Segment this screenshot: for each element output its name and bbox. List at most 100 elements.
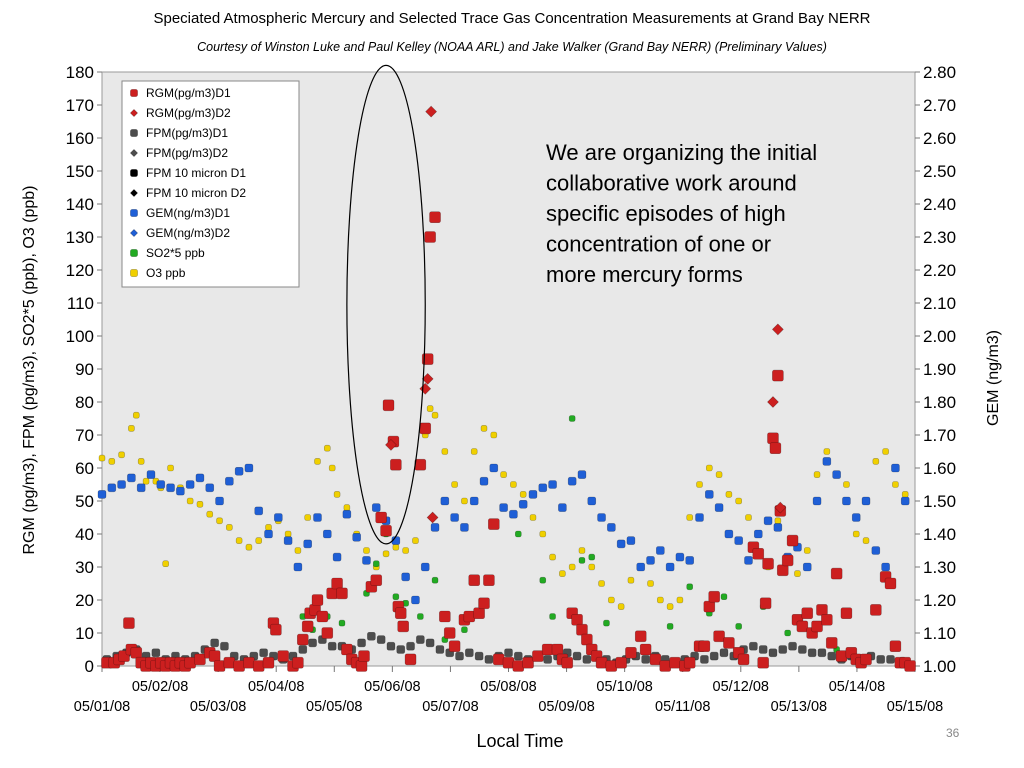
- point-so2-5-ppb: [735, 623, 742, 630]
- annotation-line: We are organizing the initial: [546, 140, 817, 165]
- point-fpm-pg-m3-d1: [876, 655, 886, 664]
- legend-marker: [130, 169, 138, 177]
- page-number: 36: [946, 726, 960, 740]
- point-rgm-pg-m3-d1: [816, 604, 828, 616]
- legend-label: GEM(ng/m3)D1: [146, 206, 230, 220]
- point-fpm-pg-m3-d1: [778, 645, 788, 654]
- point-so2-5-ppb: [666, 623, 674, 630]
- point-fpm-pg-m3-d1: [455, 651, 464, 661]
- point-gem-ng-m3-d1: [744, 556, 753, 565]
- point-gem-ng-m3-d1: [322, 529, 332, 539]
- point-gem-ng-m3-d1: [548, 480, 557, 489]
- point-rgm-pg-m3-d1: [801, 607, 814, 620]
- point-rgm-pg-m3-d1: [223, 656, 236, 669]
- point-gem-ng-m3-d1: [401, 572, 410, 582]
- x-tick-label-lower: 05/03/08: [190, 699, 246, 715]
- point-o3-ppb: [882, 448, 889, 455]
- point-gem-ng-m3-d1: [646, 556, 655, 565]
- point-gem-ng-m3-d1: [832, 470, 841, 479]
- point-gem-ng-m3-d1: [430, 523, 440, 532]
- x-tick-label-lower: 05/01/08: [74, 699, 130, 715]
- point-rgm-pg-m3-d1: [595, 656, 608, 669]
- point-rgm-pg-m3-d1: [473, 607, 485, 620]
- point-fpm-pg-m3-d1: [719, 648, 729, 658]
- point-rgm-pg-m3-d1: [443, 627, 456, 639]
- point-o3-ppb: [725, 491, 733, 498]
- point-gem-ng-m3-d1: [440, 496, 450, 506]
- point-rgm-pg-m3-d1: [184, 656, 196, 669]
- point-gem-ng-m3-d1: [136, 483, 146, 493]
- point-gem-ng-m3-d1: [205, 483, 215, 493]
- point-rgm-pg-m3-d1: [811, 620, 823, 633]
- point-gem-ng-m3-d1: [518, 499, 528, 509]
- point-rgm-pg-m3-d1: [904, 660, 916, 672]
- point-rgm-pg-m3-d1: [397, 620, 410, 633]
- point-rgm-pg-m3-d1: [708, 590, 720, 603]
- point-rgm-pg-m3-d1: [321, 627, 334, 639]
- y-tick-label-right: 2.80: [923, 63, 956, 82]
- legend-label: GEM(ng/m3)D2: [146, 226, 230, 240]
- point-rgm-pg-m3-d2: [774, 501, 787, 514]
- x-tick-label-upper: 05/04/08: [248, 679, 304, 695]
- point-o3-ppb: [686, 514, 694, 521]
- point-gem-ng-m3-d1: [362, 556, 371, 565]
- point-o3-ppb: [588, 563, 596, 571]
- point-gem-ng-m3-d1: [460, 523, 469, 532]
- point-gem-ng-m3-d1: [234, 466, 244, 476]
- point-o3-ppb: [510, 481, 517, 488]
- point-so2-5-ppb: [578, 557, 586, 564]
- y-axis-label-right: GEM (ng/m3): [985, 330, 1002, 426]
- point-gem-ng-m3-d1: [773, 523, 783, 532]
- point-rgm-pg-m3-d1: [769, 442, 782, 455]
- point-o3-ppb: [314, 458, 321, 465]
- point-gem-ng-m3-d1: [352, 532, 361, 542]
- point-rgm-pg-m3-d1: [830, 567, 843, 580]
- point-gem-ng-m3-d1: [176, 486, 185, 496]
- point-rgm-pg-m3-d1: [194, 653, 206, 666]
- point-rgm-pg-m3-d1: [762, 557, 774, 570]
- y-tick-label-left: 20: [75, 591, 94, 610]
- point-o3-ppb: [578, 547, 586, 554]
- point-fpm-pg-m3-d1: [308, 638, 317, 648]
- legend-box: [121, 80, 300, 288]
- point-gem-ng-m3-d1: [489, 463, 499, 473]
- annotation-text: We are organizing the initial collaborati…: [546, 140, 817, 287]
- point-rgm-pg-m3-d1: [860, 653, 872, 666]
- point-fpm-pg-m3-d1: [572, 651, 582, 661]
- point-o3-ppb: [294, 547, 302, 554]
- y-tick-label-left: 180: [66, 63, 94, 82]
- point-rgm-pg-m3-d1: [297, 633, 309, 646]
- point-gem-ng-m3-d1: [665, 562, 675, 572]
- point-gem-ng-m3-d1: [734, 536, 743, 545]
- point-fpm-pg-m3-d1: [151, 648, 161, 658]
- point-rgm-pg-m3-d1: [639, 643, 652, 656]
- point-so2-5-ppb: [784, 629, 791, 637]
- y-tick-label-right: 2.60: [923, 129, 956, 148]
- chart-subtitle: Courtesy of Winston Luke and Paul Kelley…: [197, 40, 827, 54]
- point-o3-ppb: [568, 563, 576, 571]
- point-o3-ppb: [382, 550, 390, 558]
- legend-label: RGM(pg/m3)D1: [146, 86, 231, 100]
- point-gem-ng-m3-d1: [225, 476, 234, 486]
- y-tick-label-right: 1.20: [923, 591, 956, 610]
- point-o3-ppb: [137, 458, 145, 465]
- point-rgm-pg-m3-d1: [355, 660, 368, 672]
- point-fpm-pg-m3-d1: [435, 645, 445, 654]
- point-rgm-pg-m3-d1: [468, 574, 481, 587]
- point-so2-5-ppb: [338, 619, 346, 627]
- point-fpm-pg-m3-d1: [513, 651, 523, 661]
- point-fpm-pg-m3-d1: [827, 651, 837, 661]
- point-gem-ng-m3-d1: [185, 480, 195, 489]
- point-o3-ppb: [774, 517, 782, 525]
- point-o3-ppb: [451, 481, 458, 488]
- point-fpm-pg-m3-d1: [210, 638, 219, 648]
- point-fpm-pg-m3-d1: [543, 655, 552, 664]
- y-tick-label-left: 160: [66, 129, 94, 148]
- point-o3-ppb: [226, 524, 233, 531]
- point-rgm-pg-m3-d1: [786, 534, 799, 547]
- point-o3-ppb: [235, 537, 243, 544]
- y-tick-label-right: 1.40: [923, 525, 956, 544]
- point-gem-ng-m3-d1: [802, 562, 812, 572]
- legend-label: FPM 10 micron D1: [146, 166, 246, 180]
